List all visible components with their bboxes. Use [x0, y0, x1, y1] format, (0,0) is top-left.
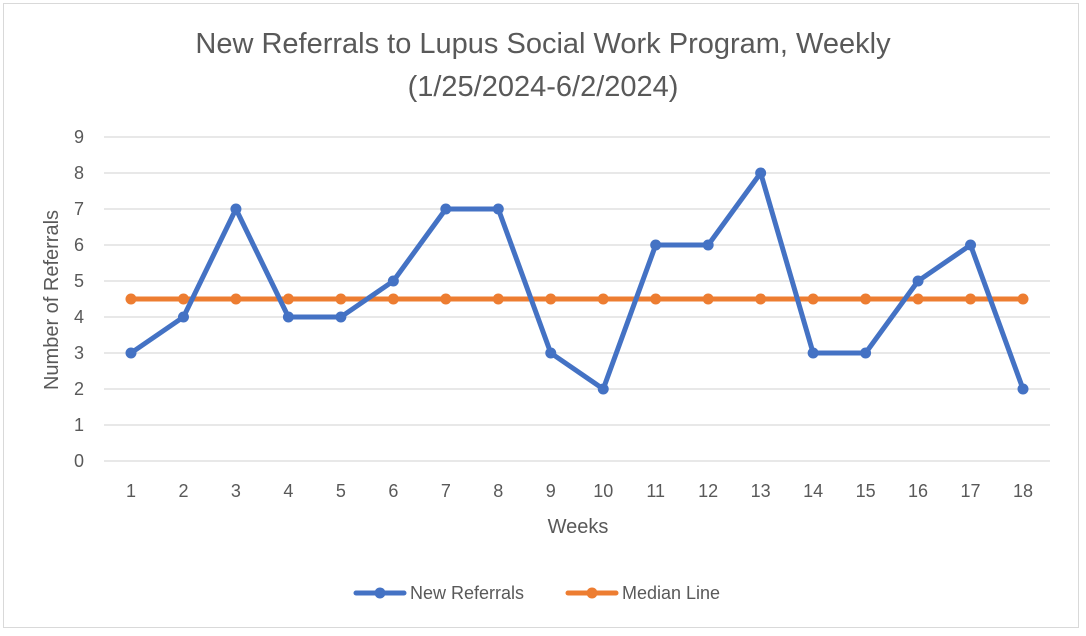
x-tick-label: 17: [961, 481, 981, 501]
y-tick-label: 2: [74, 379, 84, 399]
x-tick-label: 12: [698, 481, 718, 501]
x-tick-label: 13: [751, 481, 771, 501]
y-tick-label: 1: [74, 415, 84, 435]
data-point: [125, 293, 137, 305]
x-tick-label: 7: [441, 481, 451, 501]
data-point: [282, 293, 294, 305]
y-tick-label: 4: [74, 307, 84, 327]
x-tick-label: 18: [1013, 481, 1033, 501]
data-point: [755, 293, 767, 305]
x-axis-ticks: 1 2 3 4 5 6 7 8 9 10 11 12 13 14 15 16 17 18: [126, 481, 1033, 501]
x-tick-label: 10: [593, 481, 613, 501]
data-point: [1017, 293, 1029, 305]
y-tick-label: 8: [74, 163, 84, 183]
data-point: [545, 293, 557, 305]
data-point: [335, 293, 347, 305]
x-tick-label: 15: [856, 481, 876, 501]
data-point: [755, 167, 767, 179]
data-point: [860, 293, 872, 305]
data-point: [702, 239, 714, 251]
chart-subtitle: (1/25/2024-6/2/2024): [407, 71, 679, 103]
series-median-line: [125, 293, 1029, 305]
y-tick-label: 7: [74, 199, 84, 219]
series-new-referrals: [125, 167, 1029, 395]
data-point: [492, 203, 504, 215]
data-point: [597, 293, 609, 305]
legend-swatch-marker: [586, 587, 598, 599]
data-point: [177, 311, 189, 323]
x-axis-title: Weeks: [548, 516, 609, 538]
data-point: [702, 293, 714, 305]
data-point: [440, 293, 452, 305]
legend-label: Median Line: [622, 583, 720, 603]
data-point: [440, 203, 452, 215]
y-tick-label: 0: [74, 451, 84, 471]
data-point: [650, 239, 662, 251]
data-point: [912, 275, 924, 287]
data-point: [1017, 383, 1029, 395]
y-tick-label: 9: [74, 127, 84, 147]
x-tick-label: 9: [546, 481, 556, 501]
x-tick-label: 16: [908, 481, 928, 501]
x-tick-label: 1: [126, 481, 136, 501]
data-point: [807, 347, 819, 359]
x-tick-label: 3: [231, 481, 241, 501]
data-point: [125, 347, 137, 359]
data-point: [912, 293, 924, 305]
data-point: [807, 293, 819, 305]
data-point: [492, 293, 504, 305]
legend-item: Median Line: [565, 583, 720, 603]
x-tick-label: 4: [283, 481, 293, 501]
legend-label: New Referrals: [410, 583, 524, 603]
legend: New Referrals Median Line: [353, 583, 720, 603]
data-point: [177, 293, 189, 305]
data-point: [387, 275, 399, 287]
data-point: [965, 293, 977, 305]
x-tick-label: 2: [178, 481, 188, 501]
x-tick-label: 5: [336, 481, 346, 501]
x-tick-label: 6: [388, 481, 398, 501]
data-point: [387, 293, 399, 305]
data-point: [230, 293, 242, 305]
data-point: [335, 311, 347, 323]
data-point: [860, 347, 872, 359]
y-axis-ticks: 0 1 2 3 4 5 6 7 8 9: [74, 127, 84, 471]
x-tick-label: 11: [646, 481, 665, 501]
x-tick-label: 8: [493, 481, 503, 501]
legend-swatch-marker: [374, 587, 386, 599]
y-tick-label: 5: [74, 271, 84, 291]
data-point: [597, 383, 609, 395]
x-tick-label: 14: [803, 481, 823, 501]
data-point: [545, 347, 557, 359]
y-axis-title: Number of Referrals: [41, 210, 63, 390]
legend-item: New Referrals: [353, 583, 524, 603]
y-tick-label: 6: [74, 235, 84, 255]
data-point: [282, 311, 294, 323]
series-layer: [125, 167, 1029, 395]
series-line: [128, 170, 1026, 392]
data-point: [965, 239, 977, 251]
data-point: [230, 203, 242, 215]
gridlines: [104, 136, 1050, 462]
chart-title: New Referrals to Lupus Social Work Progr…: [195, 28, 891, 60]
y-tick-label: 3: [74, 343, 84, 363]
data-point: [650, 293, 662, 305]
